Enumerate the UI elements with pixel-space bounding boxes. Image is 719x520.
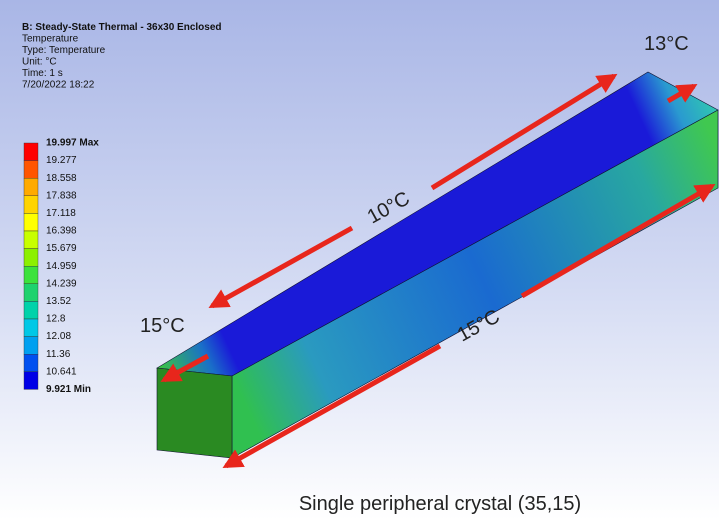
legend-swatch [24, 266, 38, 284]
legend-swatch [24, 301, 38, 319]
legend-label: 14.959 [46, 261, 77, 272]
legend-label: 18.558 [46, 173, 77, 184]
legend-swatch [24, 196, 38, 214]
legend-swatch [24, 249, 38, 267]
legend-label: 15.679 [46, 243, 77, 254]
header-line: Unit: °C [22, 57, 57, 68]
header-line: Time: 1 s [22, 68, 63, 79]
legend-label: 17.838 [46, 190, 77, 201]
legend-label: 19.277 [46, 155, 77, 166]
legend-swatch [24, 231, 38, 249]
legend-label: 11.36 [46, 349, 71, 360]
legend-label: 17.118 [46, 208, 76, 219]
legend-label: 19.997 Max [46, 138, 99, 149]
legend-swatch [24, 284, 38, 302]
legend-swatch [24, 354, 38, 372]
header-line: Type: Temperature [22, 45, 106, 56]
legend-label: 12.08 [46, 331, 71, 342]
legend-swatch [24, 319, 38, 337]
header-line: B: Steady-State Thermal - 36x30 Enclosed [22, 22, 222, 33]
legend-swatch [24, 178, 38, 196]
bar-end-face [157, 368, 232, 458]
annotation: 15°C [140, 315, 185, 337]
header-line: Temperature [22, 34, 79, 45]
legend-swatch [24, 337, 38, 355]
legend-label: 13.52 [46, 296, 71, 307]
caption: Single peripheral crystal (35,15) [299, 493, 581, 515]
legend-label: 12.8 [46, 314, 66, 325]
annotation: 13°C [644, 33, 689, 55]
legend-swatch [24, 213, 38, 231]
legend-label: 16.398 [46, 226, 77, 237]
legend-label: 14.239 [46, 278, 77, 289]
legend-label: 9.921 Min [46, 384, 91, 395]
header-line: 7/20/2022 18:22 [22, 80, 95, 91]
legend-swatch [24, 143, 38, 161]
legend-swatch [24, 161, 38, 179]
legend-swatch [24, 372, 38, 390]
screenshot: B: Steady-State Thermal - 36x30 Enclosed… [0, 0, 719, 520]
legend-label: 10.641 [46, 366, 77, 377]
page: B: Steady-State Thermal - 36x30 Enclosed… [0, 0, 719, 520]
